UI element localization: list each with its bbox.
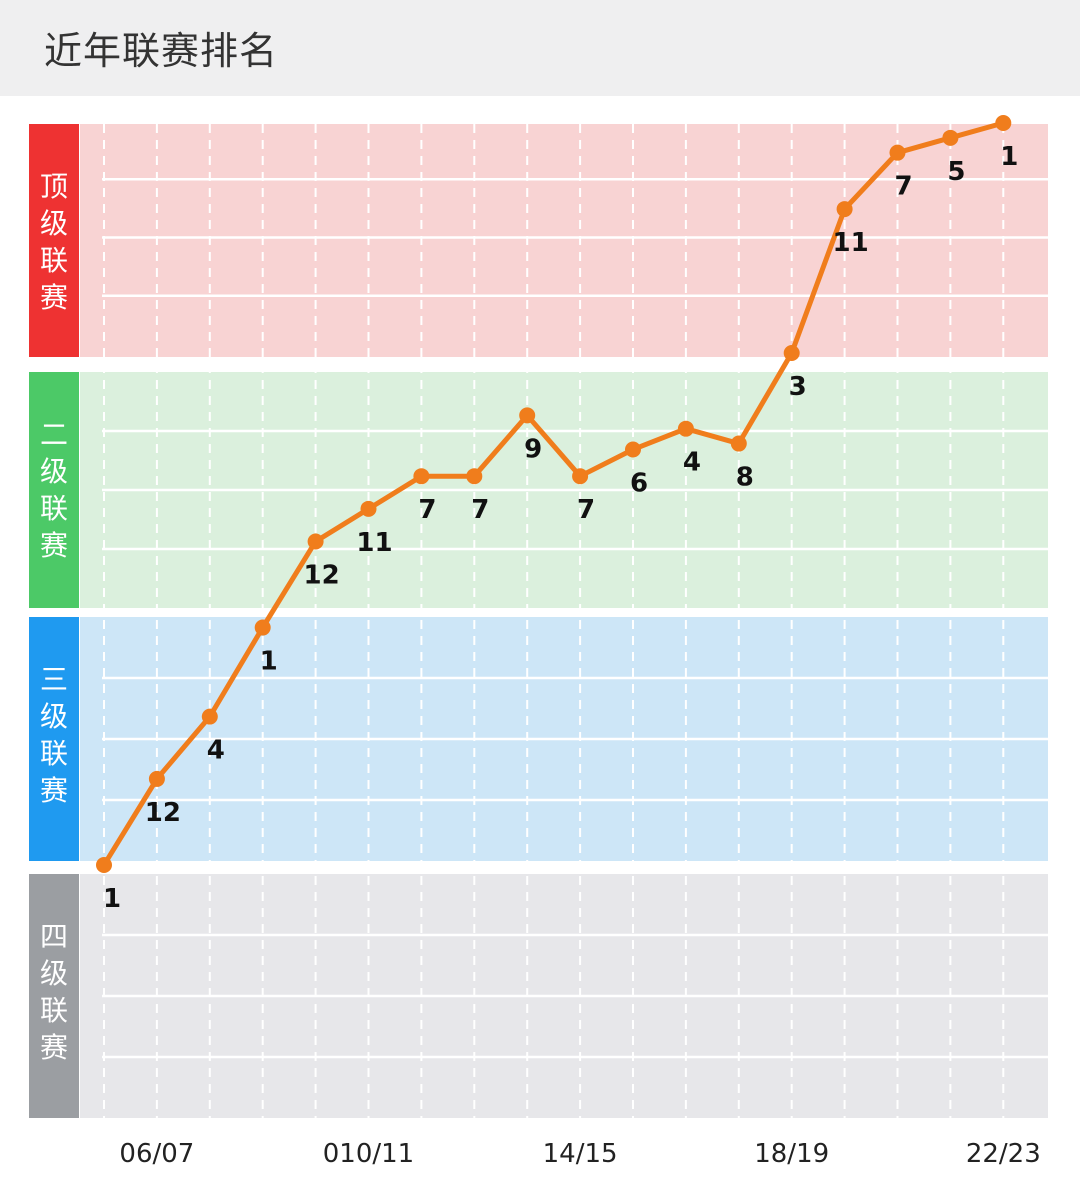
data-point [466, 468, 483, 485]
data-point [519, 407, 536, 424]
data-point [148, 770, 165, 787]
x-tick-label: 22/23 [966, 1139, 1041, 1169]
data-label: 7 [577, 495, 595, 525]
band-4-label-bar [29, 874, 79, 1118]
data-label: 1 [260, 647, 278, 677]
band-1-label-char: 顶 [40, 170, 68, 203]
band-4-label-char: 联 [40, 994, 68, 1027]
data-label: 4 [683, 448, 701, 478]
band-2-label-char: 赛 [40, 529, 68, 562]
data-point [625, 441, 641, 458]
band-3-label-char: 级 [40, 700, 68, 733]
data-label: 7 [471, 495, 489, 525]
x-tick-label: 18/19 [754, 1139, 829, 1169]
x-tick-label: 06/07 [119, 1139, 194, 1169]
data-label: 12 [304, 560, 340, 590]
band-1-label-char: 赛 [40, 281, 68, 314]
band-3-label-char: 联 [40, 737, 68, 770]
data-label: 12 [145, 798, 181, 828]
data-point [572, 468, 589, 485]
data-label: 4 [207, 736, 225, 766]
series-line [101, 120, 1004, 867]
band-3-label-char: 三 [40, 663, 68, 696]
data-label: 7 [894, 172, 912, 202]
data-point [360, 500, 377, 517]
data-point [413, 468, 430, 485]
data-label: 1 [1000, 142, 1018, 172]
data-point [783, 345, 800, 362]
band-1-background [80, 124, 1048, 357]
data-label: 8 [736, 463, 754, 493]
x-tick-label: 14/15 [543, 1139, 618, 1169]
band-1-label-char: 联 [40, 244, 68, 277]
band-1-label-char: 级 [40, 207, 68, 240]
data-label: 3 [789, 372, 807, 402]
band-4-label-char: 赛 [40, 1031, 68, 1064]
data-point [730, 435, 747, 452]
band-2-label-char: 联 [40, 492, 68, 525]
data-point [889, 144, 906, 161]
band-4-label-char: 级 [40, 957, 68, 990]
data-point [307, 533, 324, 550]
data-label: 7 [418, 495, 436, 525]
band-2-label-char: 级 [40, 455, 68, 488]
data-label: 11 [833, 228, 869, 258]
page-title: 近年联赛排名 [44, 29, 279, 73]
data-label: 5 [947, 157, 965, 187]
data-point [201, 708, 218, 725]
data-point [995, 115, 1012, 131]
data-point [836, 201, 853, 218]
band-2-label-bar [29, 372, 79, 608]
data-label: 6 [630, 468, 648, 498]
band-2-label-char: 二 [40, 418, 68, 451]
x-tick-label: 010/11 [323, 1139, 414, 1169]
data-label: 11 [356, 528, 392, 558]
data-label: 1 [103, 884, 121, 914]
data-point [942, 129, 959, 146]
band-1-label-bar [29, 124, 79, 357]
band-3-label-bar [29, 617, 79, 861]
band-4-label-char: 四 [40, 920, 68, 953]
data-point [96, 857, 112, 873]
data-point [254, 619, 271, 636]
data-point [677, 420, 694, 437]
header-bar: 近年联赛排名 [0, 0, 1080, 96]
data-label: 9 [524, 434, 542, 464]
band-3-label-char: 赛 [40, 774, 68, 807]
